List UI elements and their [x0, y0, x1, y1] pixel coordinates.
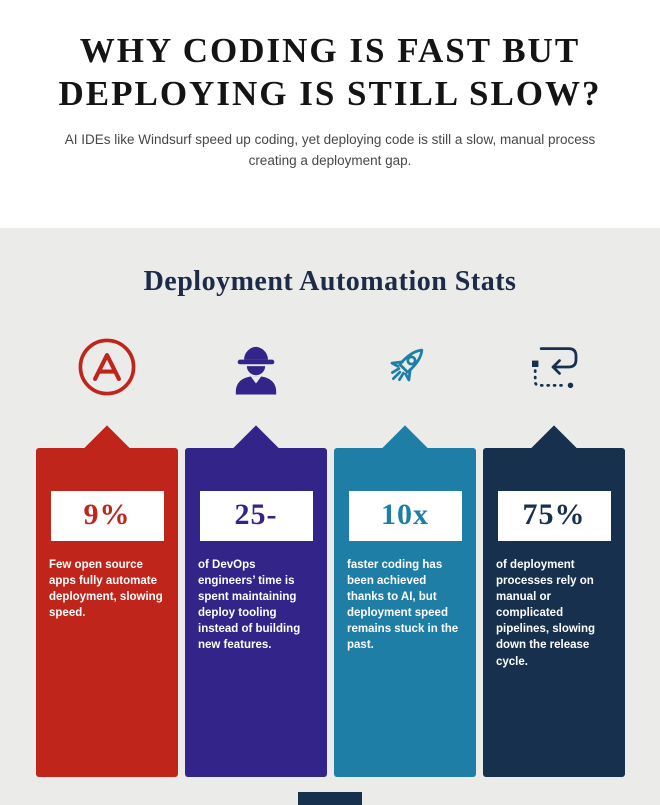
stat-description: of DevOps engineers’ time is spent maint… [198, 559, 301, 652]
stat-panel: 75% of deployment processes rely on manu… [483, 425, 625, 777]
page-title-line2: DEPLOYING IS STILL SLOW? [58, 73, 602, 113]
stat-description: faster coding has been achieved thanks t… [347, 559, 459, 652]
stat-value: 75% [522, 498, 586, 531]
stat-card: 9% Few open source apps fully automate d… [36, 332, 178, 777]
app-store-icon [74, 332, 140, 402]
stat-description: of deployment processes rely on manual o… [496, 559, 596, 668]
stat-card: 10x faster coding has been achieved than… [334, 332, 476, 777]
header: WHY CODING IS FAST BUT DEPLOYING IS STIL… [0, 0, 660, 228]
engineer-icon [223, 332, 289, 402]
stat-value: 9% [83, 498, 131, 531]
stat-value-box: 25- [199, 491, 313, 541]
diamond-marker [531, 425, 577, 471]
stat-value: 25- [234, 498, 278, 531]
stat-panel: 10x faster coding has been achieved than… [334, 425, 476, 777]
stat-panel: 9% Few open source apps fully automate d… [36, 425, 178, 777]
stat-value: 10x [381, 498, 429, 531]
stat-cards-row: 9% Few open source apps fully automate d… [36, 332, 625, 777]
stats-section: Deployment Automation Stats 9% Few open … [0, 228, 660, 805]
stat-value-box: 10x [348, 491, 462, 541]
page-title-line1: WHY CODING IS FAST BUT [79, 31, 581, 70]
stat-value-box: 75% [497, 491, 611, 541]
diamond-marker [233, 425, 279, 471]
stat-description: Few open source apps fully automate depl… [49, 559, 163, 620]
stat-card: 75% of deployment processes rely on manu… [483, 332, 625, 777]
stat-card: 25- of DevOps engineers’ time is spent m… [185, 332, 327, 777]
page-title: WHY CODING IS FAST BUT DEPLOYING IS STIL… [0, 30, 660, 115]
process-flow-icon [521, 332, 587, 402]
rocket-icon [372, 332, 438, 402]
page-subtitle: AI IDEs like Windsurf speed up coding, y… [64, 132, 596, 169]
stats-section-title: Deployment Automation Stats [143, 266, 517, 297]
footer-mark [298, 792, 362, 805]
diamond-marker [382, 425, 428, 471]
diamond-marker [84, 425, 130, 471]
stat-value-box: 9% [50, 491, 164, 541]
stat-panel: 25- of DevOps engineers’ time is spent m… [185, 425, 327, 777]
